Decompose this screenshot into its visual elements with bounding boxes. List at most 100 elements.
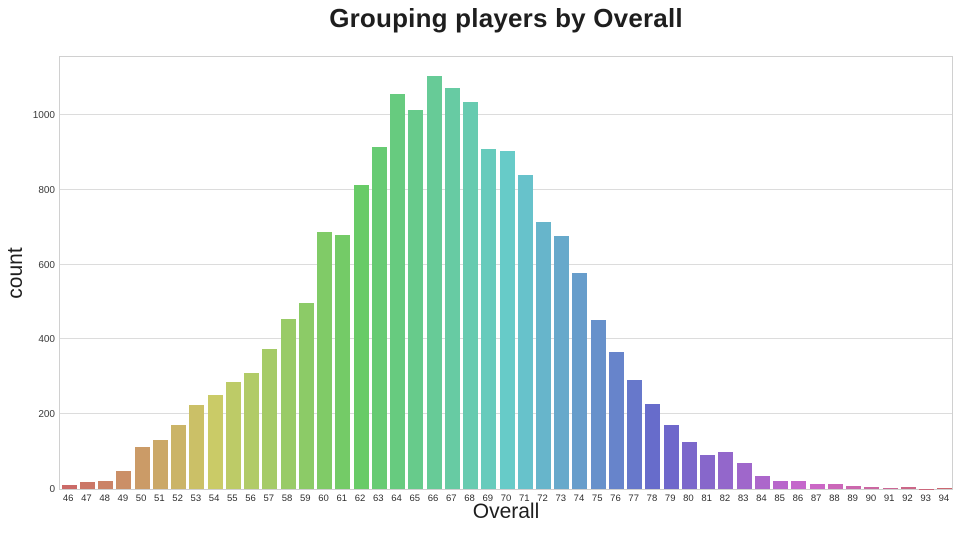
- x-tick-label-65: 65: [409, 493, 421, 504]
- bar-69: [481, 148, 497, 489]
- x-tick-label-77: 77: [628, 493, 639, 504]
- bar-75: [590, 320, 606, 489]
- x-tick-label-69: 69: [482, 493, 494, 504]
- x-tick-label-58: 58: [281, 493, 293, 504]
- gridline-1000: [60, 114, 952, 116]
- bar-47: [79, 482, 95, 489]
- x-tick-label-59: 59: [300, 493, 311, 504]
- bar-67: [444, 87, 460, 489]
- x-tick-label-64: 64: [391, 493, 402, 504]
- bar-94: [937, 488, 953, 489]
- bar-76: [608, 351, 624, 489]
- x-tick-label-56: 56: [245, 493, 256, 504]
- bar-48: [98, 480, 114, 489]
- x-tick-label-88: 88: [829, 493, 840, 504]
- bar-59: [298, 303, 314, 489]
- bar-74: [572, 272, 588, 489]
- bar-79: [663, 424, 679, 489]
- x-tick-label-86: 86: [792, 493, 804, 504]
- x-tick-label-74: 74: [573, 493, 585, 504]
- bar-87: [809, 484, 825, 489]
- bar-82: [718, 451, 734, 489]
- x-tick-label-47: 47: [81, 493, 92, 504]
- x-tick-label-53: 53: [190, 493, 202, 504]
- x-tick-label-81: 81: [701, 493, 712, 504]
- bar-72: [535, 221, 551, 489]
- x-tick-label-90: 90: [865, 493, 877, 504]
- x-tick-label-83: 83: [737, 493, 749, 504]
- bar-55: [225, 381, 241, 489]
- plot-area: [59, 56, 953, 490]
- y-tick-label-200: 200: [38, 409, 55, 421]
- bar-71: [517, 175, 533, 489]
- x-tick-label-60: 60: [318, 493, 329, 504]
- y-tick-label-1000: 1000: [32, 110, 55, 122]
- x-tick-label-48: 48: [99, 493, 110, 504]
- x-tick-label-57: 57: [263, 493, 275, 504]
- x-tick-label-50: 50: [135, 493, 147, 504]
- x-tick-label-80: 80: [683, 493, 694, 504]
- bar-83: [736, 462, 752, 489]
- x-tick-label-62: 62: [354, 493, 366, 504]
- x-tick-label-61: 61: [336, 493, 348, 504]
- bar-53: [189, 404, 205, 489]
- x-tick-label-85: 85: [774, 493, 785, 504]
- bar-64: [390, 93, 406, 489]
- bar-68: [463, 102, 478, 489]
- bar-73: [554, 236, 570, 489]
- x-tick-label-63: 63: [372, 493, 384, 504]
- y-tick-label-400: 400: [38, 334, 55, 346]
- bar-54: [207, 394, 223, 489]
- x-tick-label-75: 75: [591, 493, 603, 504]
- bar-89: [846, 486, 862, 489]
- x-tick-label-93: 93: [920, 493, 931, 504]
- bar-88: [827, 483, 843, 489]
- x-tick-label-70: 70: [500, 493, 512, 504]
- bar-77: [627, 379, 643, 489]
- x-tick-label-84: 84: [756, 493, 767, 504]
- bar-63: [371, 146, 387, 489]
- x-tick-label-76: 76: [610, 493, 621, 504]
- bar-81: [700, 454, 716, 489]
- bar-46: [61, 485, 77, 489]
- x-tick-label-66: 66: [427, 493, 439, 504]
- bar-78: [645, 403, 661, 489]
- bar-50: [134, 446, 150, 489]
- bar-58: [280, 318, 296, 489]
- bar-49: [116, 471, 132, 489]
- x-tick-label-71: 71: [518, 493, 530, 504]
- bar-60: [317, 231, 333, 489]
- bar-66: [426, 75, 442, 489]
- bar-92: [900, 487, 916, 489]
- x-tick-label-92: 92: [902, 493, 913, 504]
- x-tick-label-82: 82: [719, 493, 731, 504]
- chart-title: Grouping players by Overall: [329, 3, 683, 33]
- bar-85: [773, 481, 789, 489]
- y-tick-label-800: 800: [38, 184, 55, 196]
- bar-51: [152, 440, 168, 489]
- bar-86: [791, 480, 807, 489]
- bar-62: [353, 185, 369, 489]
- y-axis-label: count: [4, 247, 27, 299]
- x-axis-label: Overall: [472, 500, 540, 523]
- bar-52: [171, 424, 187, 489]
- x-tick-label-89: 89: [847, 493, 858, 504]
- bar-56: [244, 373, 260, 489]
- x-tick-label-91: 91: [883, 493, 895, 504]
- bar-84: [754, 475, 770, 489]
- x-tick-label-68: 68: [464, 493, 475, 504]
- bar-65: [408, 109, 424, 489]
- x-tick-label-52: 52: [172, 493, 183, 504]
- x-tick-label-55: 55: [227, 493, 238, 504]
- x-tick-label-67: 67: [445, 493, 457, 504]
- bar-80: [681, 442, 697, 489]
- x-tick-label-79: 79: [664, 493, 676, 504]
- bar-57: [262, 348, 278, 489]
- bar-70: [499, 150, 515, 489]
- bar-90: [864, 486, 880, 489]
- x-tick-label-46: 46: [62, 493, 74, 504]
- x-tick-label-54: 54: [208, 493, 220, 504]
- x-tick-label-73: 73: [555, 493, 567, 504]
- x-tick-label-94: 94: [938, 493, 950, 504]
